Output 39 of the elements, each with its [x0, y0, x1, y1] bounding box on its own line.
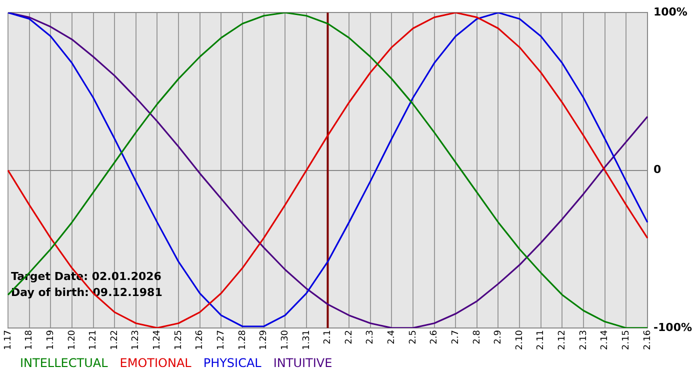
x-tick-label: 1.22	[110, 330, 120, 350]
y-tick-label: 0	[653, 163, 662, 176]
x-tick-label: 1.18	[24, 330, 35, 350]
x-tick-label: 2.11	[536, 330, 546, 350]
x-tick-label: 1.27	[216, 330, 226, 350]
x-tick-label: 2.4	[387, 330, 398, 344]
x-tick-label: 1.30	[280, 330, 290, 350]
x-tick-label: 2.15	[621, 330, 632, 350]
x-tick-label: 2.2	[344, 330, 354, 344]
x-tick-label: 2.12	[558, 330, 568, 350]
x-tick-label: 2.1	[323, 330, 334, 344]
x-tick-label: 1.31	[302, 330, 312, 350]
text: EMOTIONAL	[120, 356, 192, 370]
x-tick-label: 1.29	[259, 330, 270, 350]
x-tick-label: 2.8	[472, 330, 482, 344]
x-tick-label: 2.5	[408, 330, 418, 344]
x-tick-label: 2.14	[600, 330, 610, 350]
text: PHYSICAL	[203, 356, 262, 370]
x-tick-label: 1.20	[67, 330, 78, 350]
x-tick-label: 2.13	[578, 330, 589, 350]
x-tick-label: 2.10	[514, 330, 525, 350]
x-tick-label: 2.7	[450, 330, 461, 344]
y-tick-label: 100%	[653, 5, 688, 18]
x-tick-label: 1.19	[46, 330, 56, 350]
x-tick-label: 2.3	[366, 330, 376, 344]
x-tick-label: 1.23	[131, 330, 142, 350]
text: INTELLECTUAL	[20, 356, 108, 370]
x-tick-label: 1.26	[195, 330, 206, 350]
x-tick-label: 1.24	[152, 330, 163, 350]
y-tick-label: -100%	[653, 320, 692, 334]
x-tick-label: 2.6	[430, 330, 440, 344]
text: INTUITIVE	[273, 356, 332, 370]
x-tick-label: 1.21	[88, 330, 99, 350]
x-tick-label: 1.17	[3, 330, 14, 350]
annotation: Day of birth: 09.12.1981	[11, 286, 162, 299]
x-tick-label: 1.28	[238, 330, 248, 350]
x-tick-label: 2.16	[642, 330, 653, 350]
x-tick-label: 2.9	[494, 330, 504, 344]
x-tick-label: 1.25	[174, 330, 184, 350]
